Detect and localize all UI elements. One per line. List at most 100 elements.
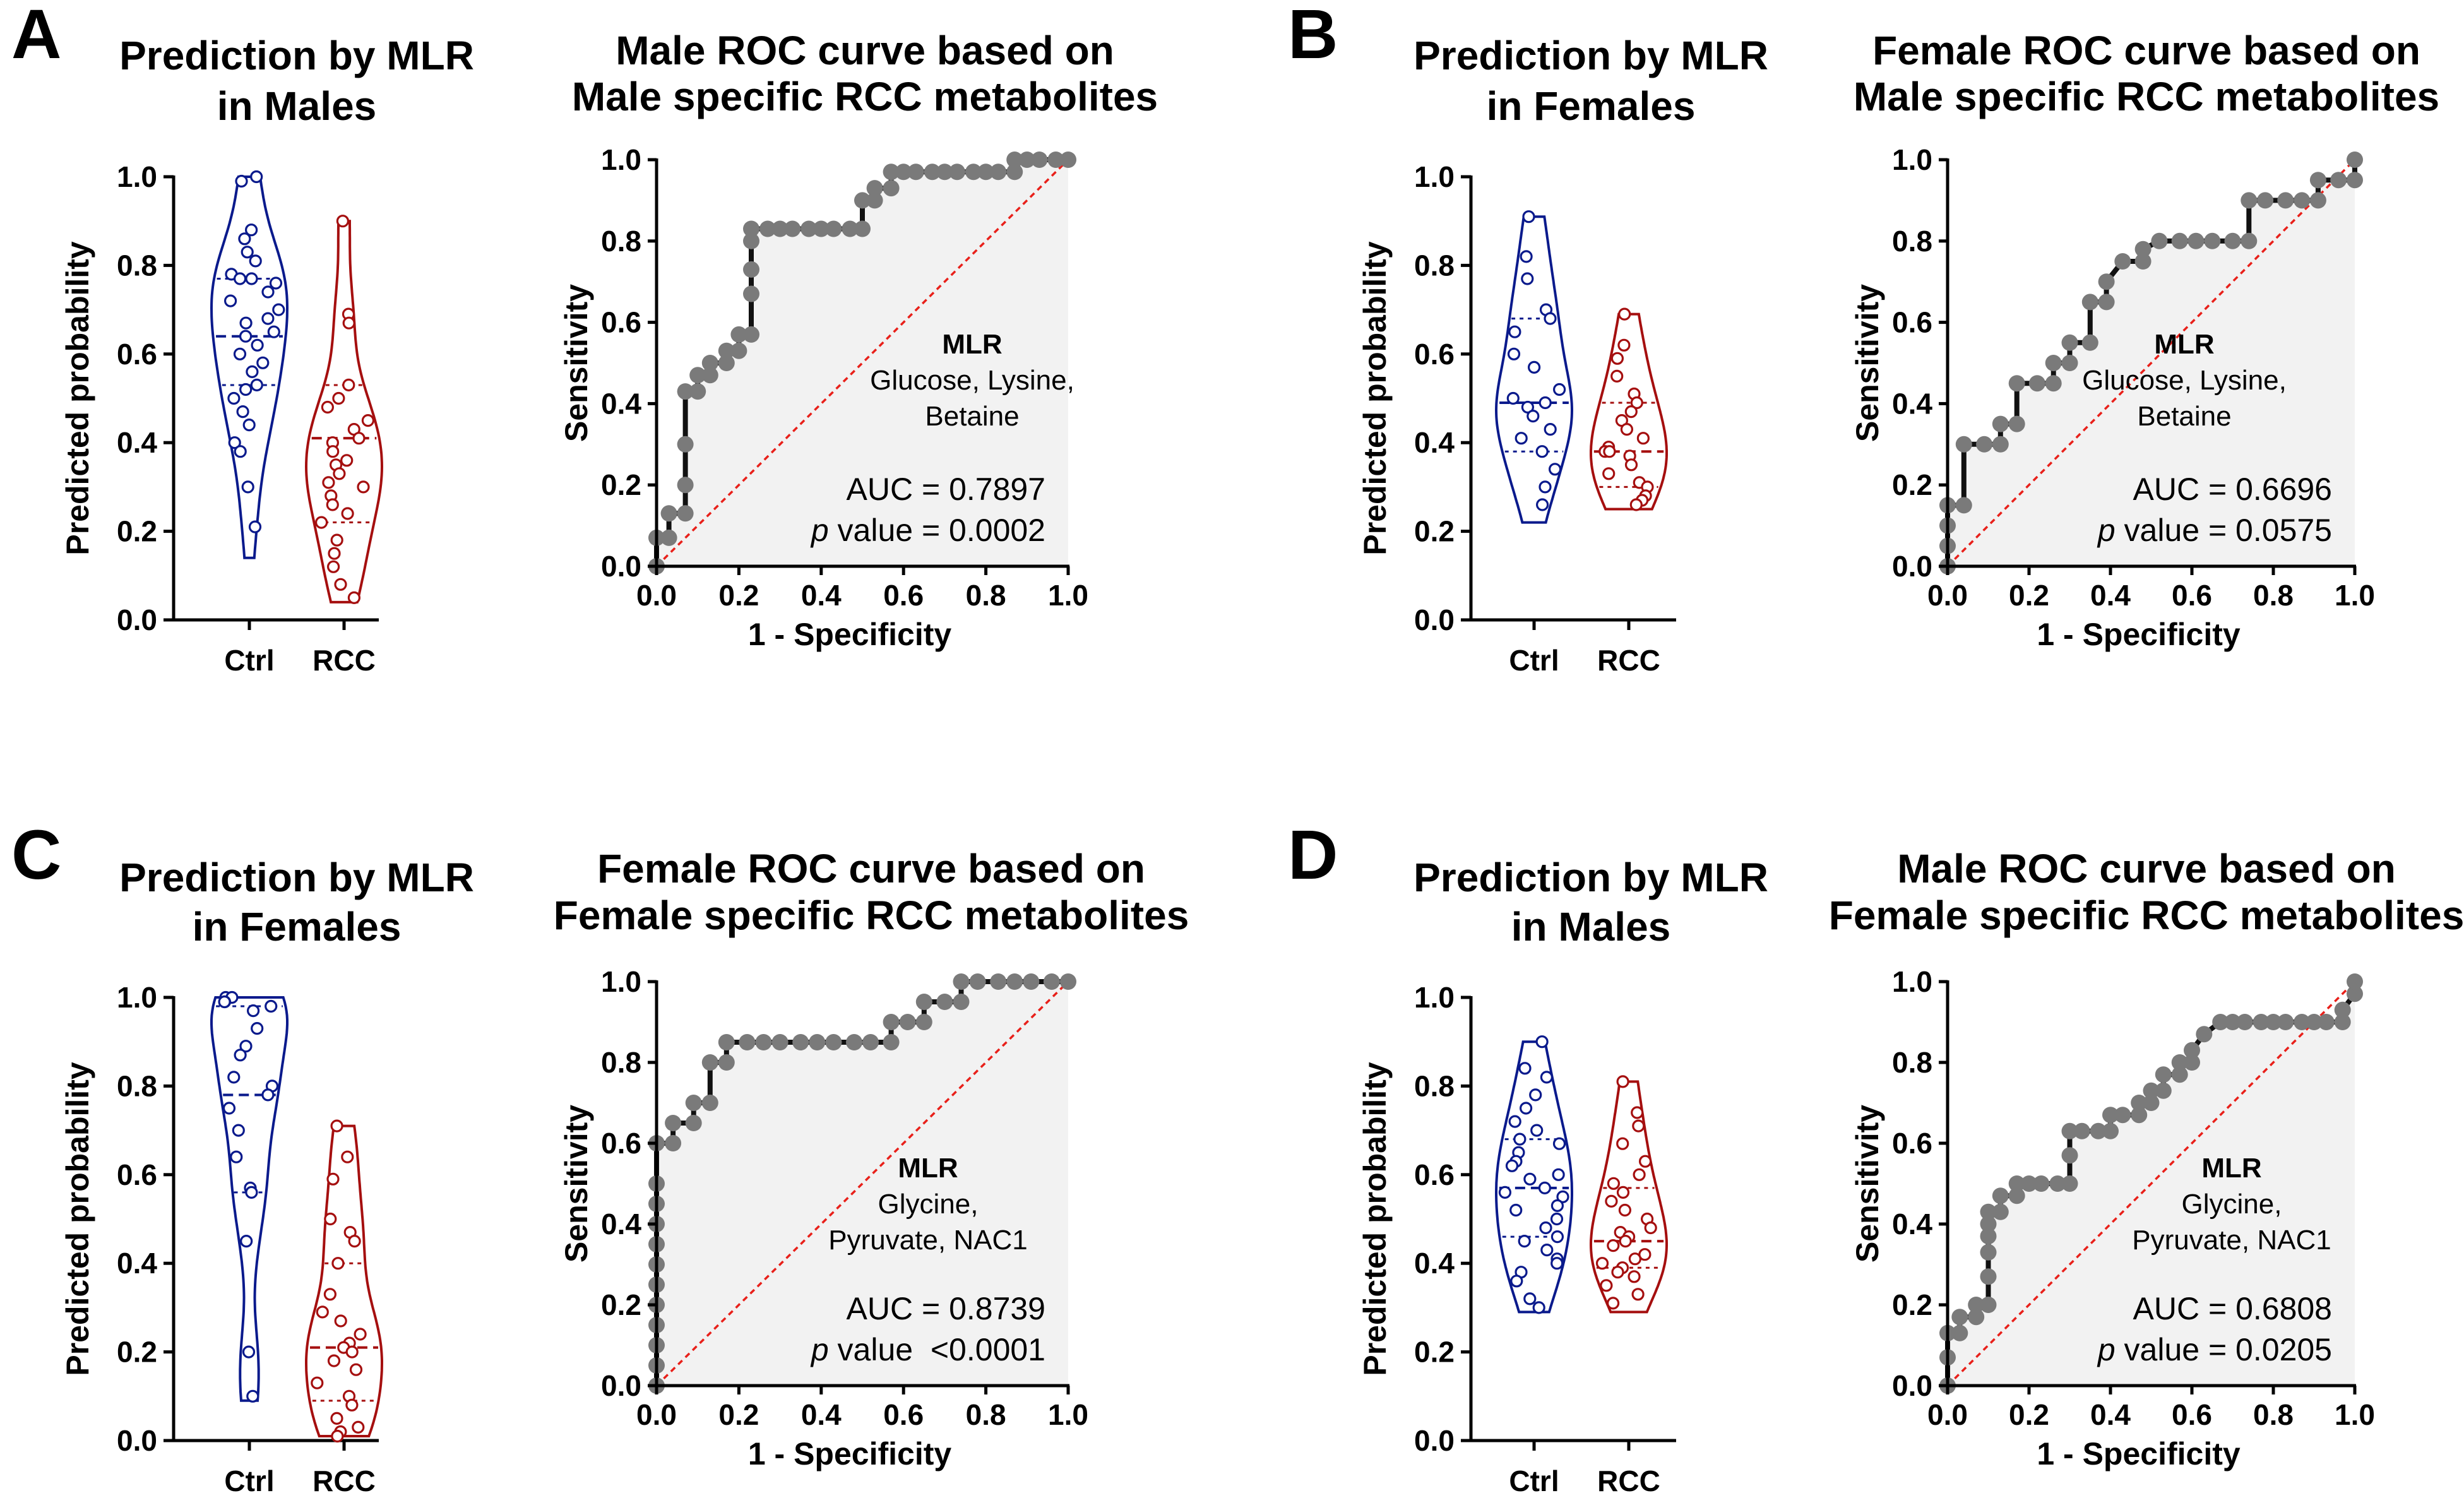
roc-x-tick-label: 0.6: [2172, 579, 2212, 612]
roc-point: [854, 192, 871, 209]
violin-point: [327, 1354, 341, 1367]
violin-point: [331, 1429, 344, 1443]
roc-p-symbol: p: [810, 513, 829, 548]
violin-point: [261, 312, 275, 325]
roc-y-tick-label: 0.6: [601, 306, 641, 339]
roc-point: [2102, 1107, 2119, 1124]
violin-y-tick-label: 0.4: [117, 426, 157, 459]
roc-point: [969, 973, 986, 990]
roc-point: [1992, 436, 2009, 453]
roc-point: [2045, 375, 2062, 392]
roc-point: [866, 192, 883, 209]
violin-point: [1618, 1203, 1631, 1217]
roc-point: [990, 163, 1007, 181]
violin-point: [235, 174, 248, 188]
roc-point: [2134, 241, 2152, 258]
roc-point: [701, 367, 718, 384]
violin-point: [1535, 445, 1549, 458]
roc-x-tick-label: 0.0: [636, 579, 677, 612]
roc-title-line: Female ROC curve based on: [597, 846, 1145, 891]
violin-point: [1607, 1297, 1620, 1310]
panel-b: B Prediction by MLR in Females Predicted pr…: [1288, 0, 2439, 677]
violin-y-tick-label: 0.6: [117, 1158, 157, 1191]
violin-point: [239, 1040, 253, 1053]
violin-point: [1624, 458, 1638, 472]
violin-point: [1518, 1234, 1531, 1248]
roc-point: [743, 232, 759, 249]
roc-point: [965, 163, 982, 181]
roc-point: [1980, 1268, 1997, 1285]
violin-point: [1610, 352, 1624, 365]
roc-y-tick-label: 0.8: [1892, 1046, 1932, 1079]
roc-x-tick-label: 0.2: [718, 1398, 759, 1431]
panel-letter: D: [1288, 816, 1338, 894]
violin-title-line: Prediction by MLR: [1414, 855, 1768, 900]
roc-point: [2061, 334, 2078, 351]
violin-point: [1515, 432, 1528, 445]
roc-point: [1955, 497, 1972, 514]
violin-point: [341, 1150, 354, 1163]
violin-point: [1518, 1062, 1532, 1075]
roc-y-tick-label: 0.2: [1892, 468, 1932, 501]
violin-point: [233, 347, 247, 360]
violin-point: [330, 1412, 343, 1425]
roc-point: [677, 505, 694, 522]
roc-point: [862, 1034, 879, 1050]
roc-point: [1968, 1309, 1985, 1326]
violin-point: [345, 1345, 359, 1358]
roc-point: [2114, 1107, 2131, 1124]
roc-y-tick-label: 1.0: [1892, 143, 1932, 176]
violin-point: [234, 272, 247, 285]
roc-point: [895, 163, 912, 181]
violin-point: [1636, 432, 1650, 445]
violin-point: [1550, 1199, 1564, 1213]
violin-point: [1605, 1194, 1618, 1208]
roc-p-symbol: p: [2097, 1332, 2116, 1367]
violin-point: [348, 1234, 361, 1248]
roc-point: [2334, 1001, 2351, 1018]
roc-point: [1992, 1203, 2009, 1220]
violin-point: [352, 432, 366, 445]
roc-point: [2294, 192, 2311, 209]
violin-point: [1510, 1275, 1523, 1288]
roc-point: [2184, 1042, 2200, 1059]
violin-category-label: Ctrl: [1509, 644, 1559, 677]
roc-x-tick-label: 0.0: [1927, 1398, 1968, 1431]
violin-point: [1506, 391, 1520, 405]
violin-point: [247, 1004, 260, 1018]
roc-point: [2155, 1082, 2172, 1099]
violin-point: [334, 1314, 347, 1328]
roc-x-axis-label: 1 - Specificity: [2037, 1436, 2241, 1471]
roc-y-tick-label: 0.6: [601, 1127, 641, 1160]
roc-model-label: MLR: [2201, 1153, 2261, 1184]
violin-point: [250, 170, 263, 184]
roc-y-tick-label: 0.8: [601, 1046, 641, 1079]
violin-point: [1616, 1186, 1630, 1199]
roc-x-tick-label: 0.8: [2253, 1398, 2294, 1431]
roc-model-predictors: Glycine,: [878, 1189, 979, 1220]
roc-point: [2151, 232, 2168, 249]
roc-model-predictors: Pyruvate, NAC1: [828, 1225, 1027, 1256]
roc-p-symbol: p: [810, 1332, 829, 1367]
violin-y-tick-label: 0.6: [1414, 1158, 1455, 1191]
violin-point: [354, 1328, 367, 1341]
roc-point: [2347, 172, 2363, 189]
violin-y-tick-label: 1.0: [117, 981, 157, 1014]
roc-y-tick-label: 0.4: [601, 1208, 641, 1240]
roc-point: [665, 1135, 682, 1151]
violin-point: [349, 1363, 363, 1376]
violin-chart: Prediction by MLR in Females Predicted pro…: [1357, 33, 1768, 677]
violin-point: [323, 1288, 337, 1301]
violin-point: [1522, 210, 1535, 223]
roc-point: [2033, 1175, 2050, 1192]
roc-x-tick-label: 0.8: [2253, 579, 2294, 612]
roc-point: [677, 477, 694, 494]
roc-x-axis-label: 1 - Specificity: [748, 617, 952, 652]
roc-point: [718, 1034, 735, 1050]
roc-y-tick-label: 1.0: [601, 965, 641, 998]
roc-x-tick-label: 0.4: [2090, 579, 2131, 612]
roc-point: [2171, 232, 2188, 249]
roc-x-tick-label: 0.6: [2172, 1398, 2212, 1431]
violin-point: [1616, 1137, 1629, 1150]
